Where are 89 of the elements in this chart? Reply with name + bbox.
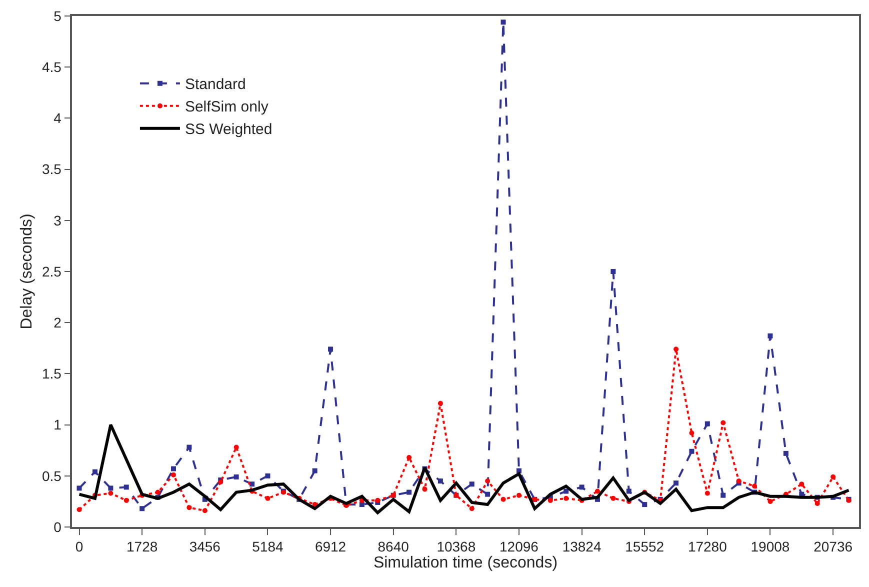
point — [76, 486, 82, 491]
point — [406, 490, 412, 495]
y-tick-label: 1.5 — [42, 366, 62, 382]
point — [799, 482, 804, 487]
point — [500, 496, 506, 502]
x-tick-label: 6912 — [314, 538, 346, 555]
point — [202, 508, 208, 514]
point — [218, 480, 224, 485]
point — [92, 469, 98, 474]
x-tick-label: 13824 — [562, 538, 602, 555]
point — [234, 444, 239, 450]
point — [186, 505, 192, 510]
point — [186, 444, 192, 450]
point — [610, 269, 616, 274]
point — [359, 502, 364, 508]
point — [422, 486, 428, 492]
point — [170, 472, 176, 478]
x-tick-label: 5184 — [252, 538, 284, 555]
point — [328, 346, 334, 352]
x-tick-label: 12096 — [500, 538, 539, 555]
point — [768, 333, 773, 338]
point — [674, 480, 679, 486]
point — [783, 450, 788, 456]
point — [469, 482, 474, 487]
point — [704, 490, 710, 496]
point — [124, 498, 129, 503]
point — [265, 473, 270, 478]
point — [250, 482, 255, 487]
y-tick-label: 0.5 — [42, 468, 62, 484]
point — [265, 496, 270, 501]
point — [689, 430, 694, 436]
point — [485, 478, 490, 484]
x-tick-label: 0 — [75, 538, 84, 555]
legend-label: SS Weighted — [184, 121, 272, 138]
point — [610, 496, 616, 501]
point — [768, 498, 773, 504]
y-tick-label: 5 — [54, 8, 62, 24]
point — [500, 20, 506, 25]
point — [674, 346, 679, 352]
point — [140, 506, 145, 512]
x-tick-label: 3456 — [189, 538, 221, 555]
point — [438, 478, 443, 484]
y-tick-label: 0 — [54, 518, 62, 535]
y-axis-title: Delay (seconds) — [18, 214, 36, 330]
point — [312, 468, 318, 474]
point — [155, 490, 160, 495]
point — [108, 490, 114, 496]
point — [124, 484, 129, 490]
y-tick-label: 4.5 — [42, 59, 62, 75]
y-tick-label: 1 — [54, 416, 62, 433]
point — [485, 492, 490, 497]
point — [76, 507, 82, 512]
x-tick-label: 19008 — [750, 538, 790, 555]
point — [170, 466, 176, 472]
x-tick-label: 20736 — [814, 538, 853, 555]
point — [752, 484, 758, 489]
point — [626, 488, 632, 494]
point — [469, 506, 474, 512]
y-tick-label: 2.5 — [42, 263, 62, 280]
point — [830, 474, 836, 480]
x-tick-label: 8640 — [378, 538, 410, 555]
point — [516, 492, 522, 498]
y-tick-label: 3 — [54, 212, 62, 228]
point — [720, 492, 726, 498]
point — [579, 484, 584, 490]
point — [594, 488, 600, 494]
y-tick-label: 4 — [54, 110, 62, 126]
point — [704, 421, 710, 426]
y-tick-label: 2 — [54, 314, 62, 330]
point — [564, 488, 569, 494]
x-tick-label: 10368 — [436, 538, 476, 555]
point — [642, 502, 648, 508]
point — [548, 498, 553, 503]
line-series — [78, 423, 850, 514]
point — [438, 400, 443, 406]
legend-label: SelfSim only — [184, 98, 269, 116]
point — [564, 496, 569, 501]
x-tick-label: 1728 — [126, 538, 158, 555]
legend-label: Standard — [184, 76, 246, 94]
y-tick-label: 3.5 — [42, 161, 62, 178]
x-axis-title: Simulation time (seconds) — [373, 554, 558, 572]
point — [406, 455, 412, 460]
point — [108, 486, 114, 491]
point — [814, 500, 820, 506]
point — [689, 448, 694, 454]
point — [720, 420, 726, 426]
x-tick-label: 17280 — [688, 538, 728, 555]
x-tick-label: 15552 — [625, 538, 664, 555]
point — [234, 474, 239, 480]
